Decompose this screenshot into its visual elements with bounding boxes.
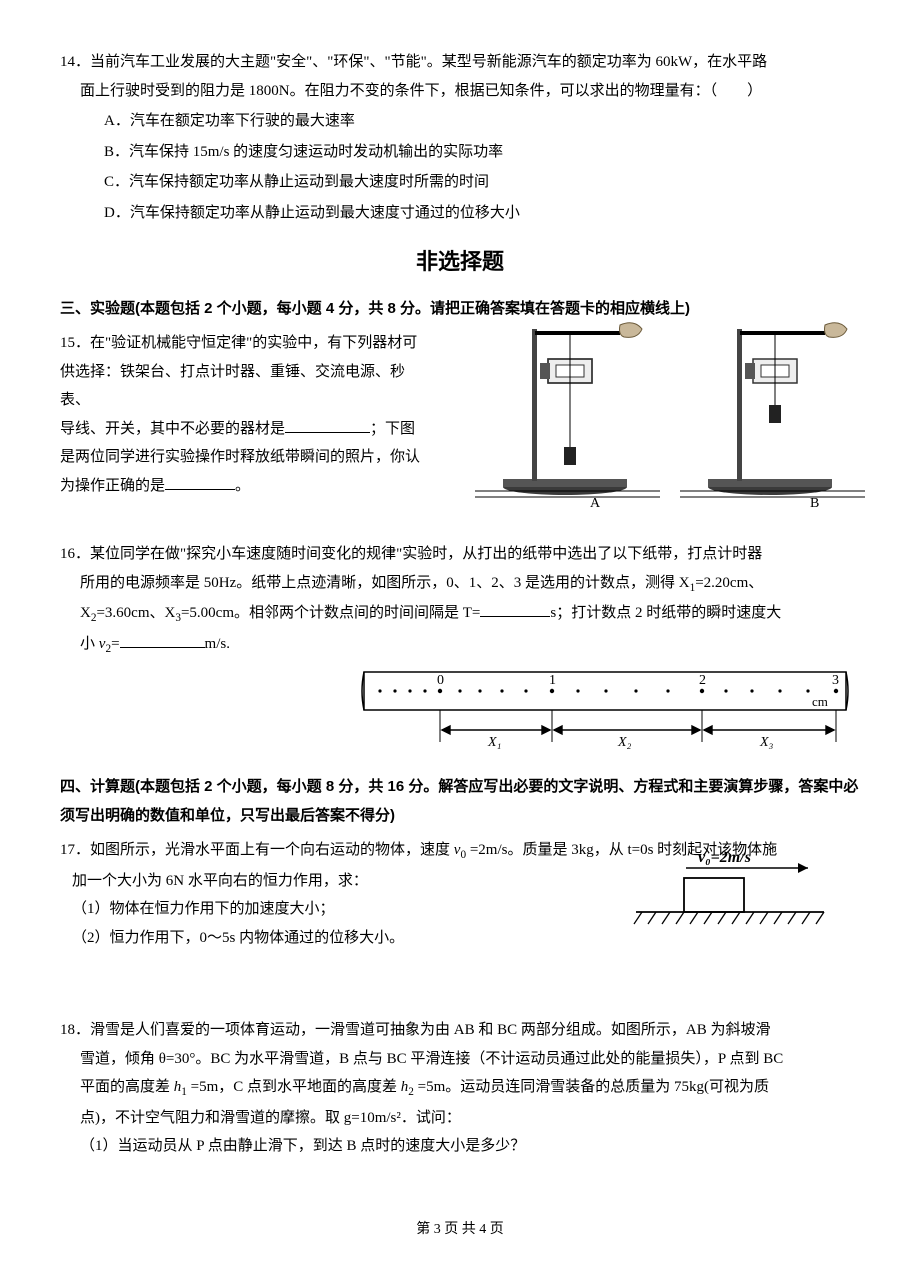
q18-l2: 雪道，倾角 θ=30°。BC 为水平滑雪道，B 点与 BC 平滑连接（不计运动员…	[60, 1045, 860, 1074]
q15-num: 15．	[60, 335, 90, 351]
q14-options: A．汽车在额定功率下行驶的最大速率 B．汽车保持 15m/s 的速度匀速运动时发…	[60, 107, 860, 227]
question-17: 17．如图所示，光滑水平面上有一个向右运动的物体，速度 v0 =2m/s。质量是…	[60, 836, 860, 952]
question-16: 16．某位同学在做"探究小车速度随时间变化的规律"实验时，从打出的纸带中选出了以…	[60, 540, 860, 759]
q16-l4c: m/s.	[205, 636, 230, 652]
q16-l4a: 小	[80, 636, 99, 652]
q17-figure: v₀=2m/s	[630, 846, 830, 947]
q16-figure: 0 1 2 3 cm X₁ X₂ X₃	[360, 664, 860, 760]
q15-l1: 在"验证机械能守恒定律"的实验中，有下列器材可	[90, 335, 417, 351]
svg-text:v₀=2m/s: v₀=2m/s	[698, 849, 751, 866]
q18-l4: 点)，不计空气阻力和滑雪道的摩擦。取 g=10m/s²．试问：	[60, 1104, 860, 1133]
q18-l1: 滑雪是人们喜爱的一项体育运动，一滑雪道可抽象为由 AB 和 BC 两部分组成。如…	[90, 1022, 770, 1038]
question-14: 14．当前汽车工业发展的大主题"安全"、"环保"、"节能"。某型号新能源汽车的额…	[60, 48, 860, 227]
svg-text:3: 3	[832, 673, 839, 688]
q14-opt-a: A．汽车在额定功率下行驶的最大速率	[104, 107, 860, 136]
q16-l3a: X	[80, 605, 91, 621]
q14-num: 14．	[60, 54, 90, 70]
svg-text:cm: cm	[812, 694, 828, 709]
q16-l2b: =2.20cm、	[695, 575, 763, 591]
q15-l3b: ；下图	[370, 421, 415, 437]
question-15: 15．在"验证机械能守恒定律"的实验中，有下列器材可 供选择：铁架台、打点计时器…	[60, 329, 860, 500]
q15-l2: 供选择：铁架台、打点计时器、重锤、交流电源、秒表、	[60, 358, 430, 415]
svg-text:X₂: X₂	[617, 735, 632, 749]
question-18: 18．滑雪是人们喜爱的一项体育运动，一滑雪道可抽象为由 AB 和 BC 两部分组…	[60, 1016, 860, 1160]
q16-l1: 某位同学在做"探究小车速度随时间变化的规律"实验时，从打出的纸带中选出了以下纸带…	[90, 546, 762, 562]
q15-label-a: A	[590, 496, 601, 509]
q15-l4: 是两位同学进行实验操作时释放纸带瞬间的照片，你认	[60, 443, 430, 472]
blank-1	[285, 418, 370, 433]
q15-l5a: 为操作正确的是	[60, 478, 165, 494]
q15-l3a: 导线、开关，其中不必要的器材是	[60, 421, 285, 437]
svg-text:0: 0	[437, 673, 444, 688]
block-svg: v₀=2m/s	[630, 846, 830, 936]
q15-l5b: 。	[235, 478, 250, 494]
non-choice-title: 非选择题	[60, 241, 860, 283]
svg-text:1: 1	[549, 673, 556, 688]
svg-text:2: 2	[699, 673, 706, 688]
q18-l3a: 平面的高度差	[80, 1079, 174, 1095]
blank-4	[120, 633, 205, 648]
q14-opt-d: D．汽车保持额定功率从静止运动到最大速度寸通过的位移大小	[104, 199, 860, 228]
q17-s1a: 如图所示，光滑水平面上有一个向右运动的物体，速度	[90, 842, 454, 858]
q18-num: 18．	[60, 1022, 90, 1038]
q15-text: 15．在"验证机械能守恒定律"的实验中，有下列器材可 供选择：铁架台、打点计时器…	[60, 329, 430, 500]
q15-label-b: B	[810, 496, 819, 509]
q14-line1: 当前汽车工业发展的大主题"安全"、"环保"、"节能"。某型号新能源汽车的额定功率…	[90, 54, 767, 70]
q18-l3c: =5m。运动员连同滑雪装备的总质量为 75kg(可视为质	[414, 1079, 769, 1095]
apparatus-svg: A B	[470, 319, 870, 509]
q17-num: 17．	[60, 842, 90, 858]
q16-l4b: =	[111, 636, 119, 652]
section4-heading: 四、计算题(本题包括 2 个小题，每小题 8 分，共 16 分。解答应写出必要的…	[60, 773, 860, 830]
blank-2	[165, 475, 235, 490]
q14-stem2: 面上行驶时受到的阻力是 1800N。在阻力不变的条件下，根据已知条件，可以求出的…	[60, 77, 860, 106]
svg-text:X₃: X₃	[759, 735, 774, 749]
q16-l3b: =3.60cm、X	[96, 605, 175, 621]
tape-svg: 0 1 2 3 cm X₁ X₂ X₃	[360, 664, 850, 749]
q16-l2a: 所用的电源频率是 50Hz。纸带上点迹清晰，如图所示，0、1、2、3 是选用的计…	[80, 575, 690, 591]
q16-num: 16．	[60, 546, 90, 562]
q16-l3c: =5.00cm。相邻两个计数点间的时间间隔是 T=	[181, 605, 480, 621]
q14-stem: 14．当前汽车工业发展的大主题"安全"、"环保"、"节能"。某型号新能源汽车的额…	[60, 48, 860, 77]
q14-opt-b: B．汽车保持 15m/s 的速度匀速运动时发动机输出的实际功率	[104, 138, 860, 167]
q18-p1: （1）当运动员从 P 点由静止滑下，到达 B 点时的速度大小是多少？	[60, 1132, 860, 1161]
q15-figure: A B	[470, 319, 870, 520]
q18-l3b: =5m，C 点到水平地面的高度差	[187, 1079, 401, 1095]
svg-text:X₁: X₁	[487, 735, 501, 749]
q16-l3d: s；打计数点 2 时纸带的瞬时速度大	[550, 605, 781, 621]
blank-3	[480, 602, 550, 617]
q14-opt-c: C．汽车保持额定功率从静止运动到最大速度时所需的时间	[104, 168, 860, 197]
page-footer: 第 3 页 共 4 页	[0, 1217, 920, 1244]
